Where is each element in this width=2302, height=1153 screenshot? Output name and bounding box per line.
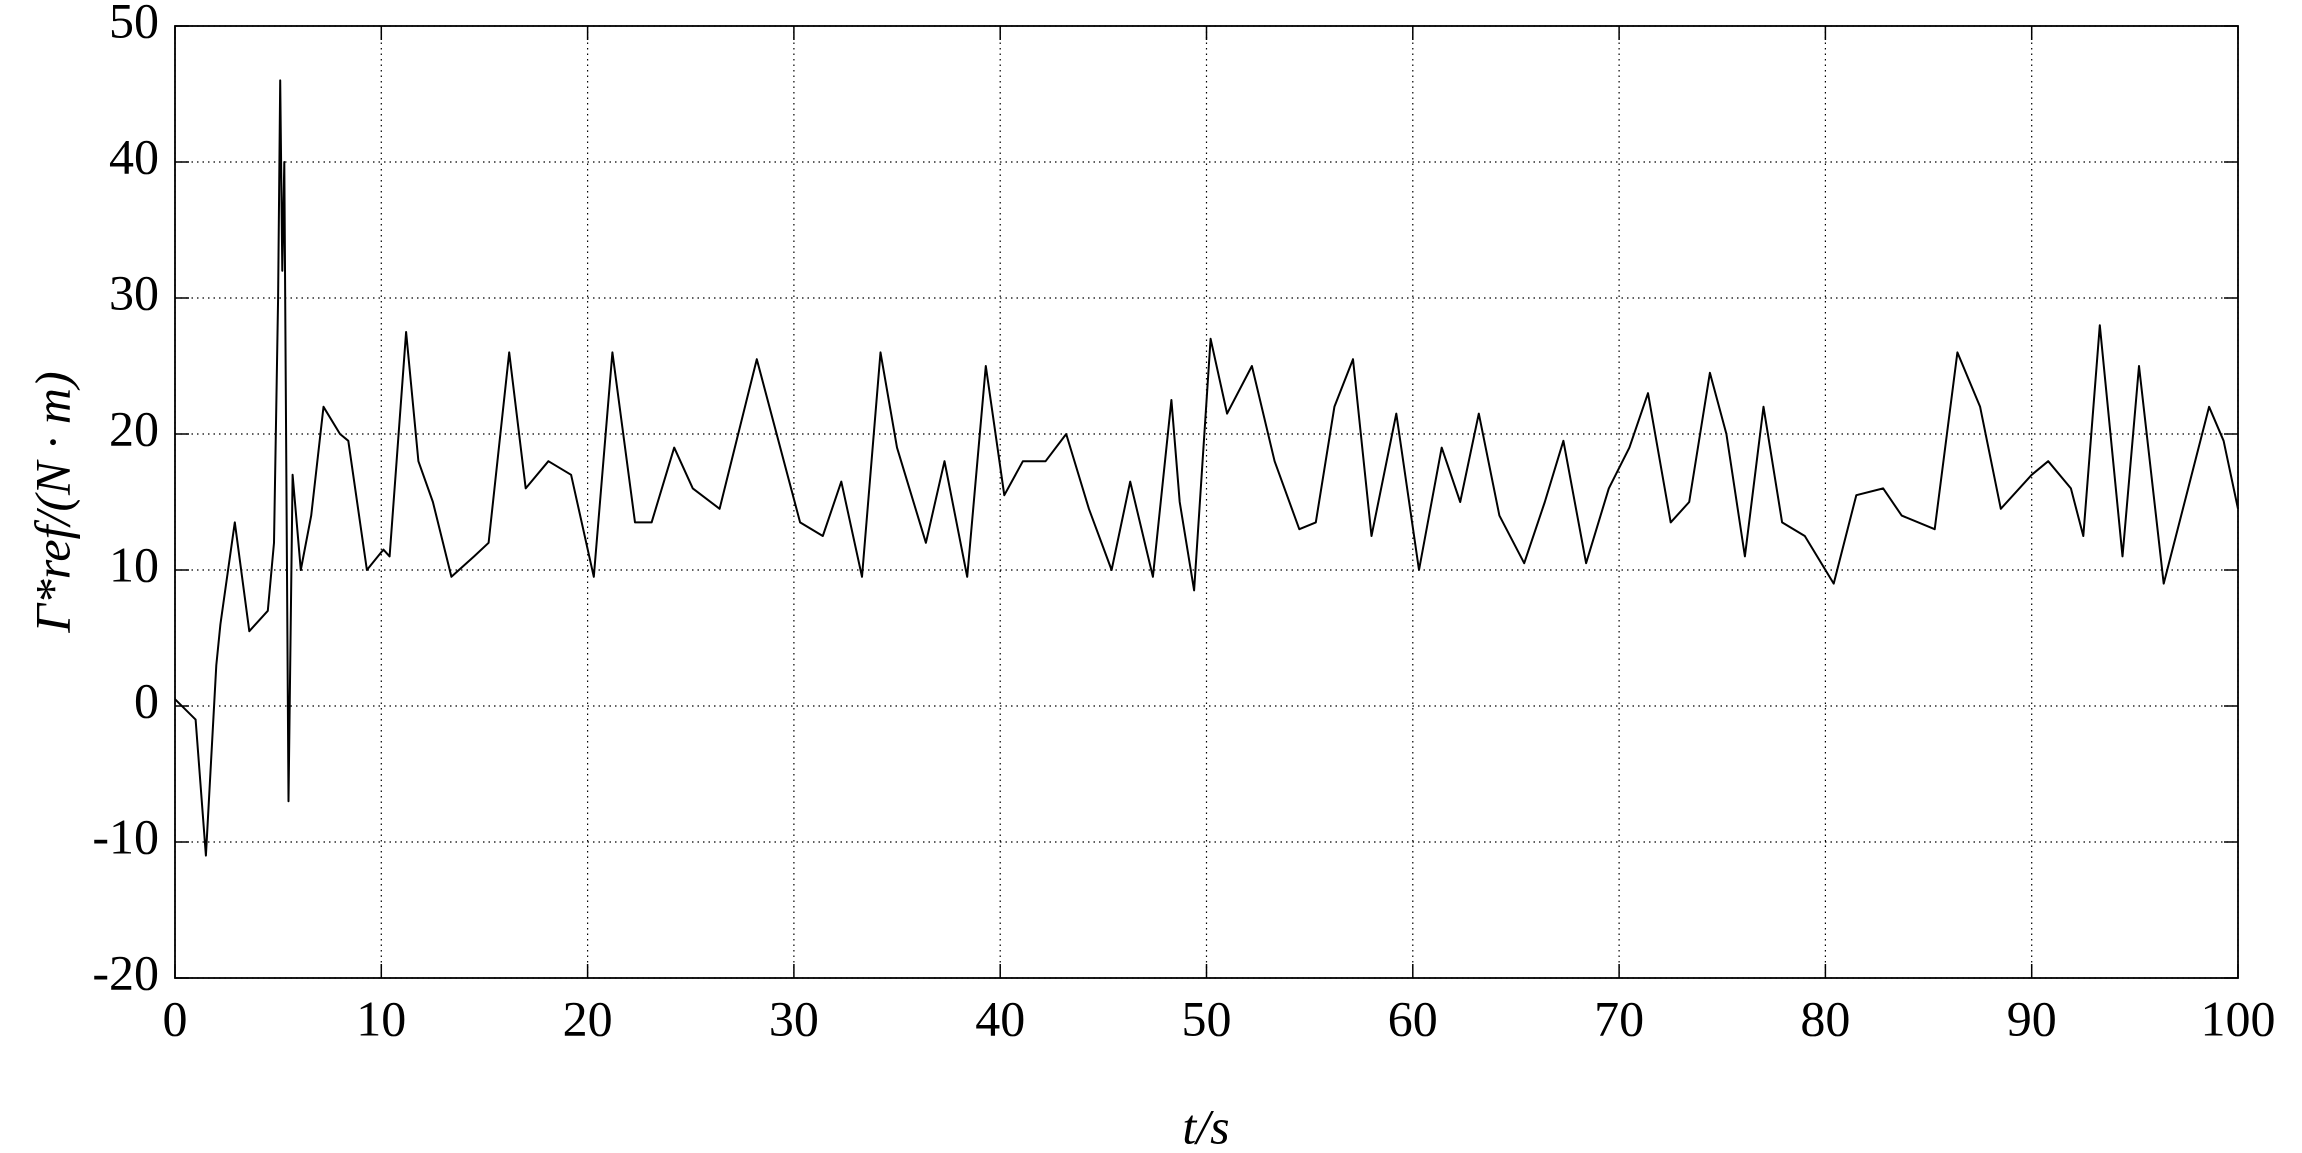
x-tick-label: 10 (356, 990, 406, 1046)
y-tick-label: 0 (134, 672, 159, 728)
x-tick-label: 40 (975, 990, 1025, 1046)
x-axis-label: t/s (1182, 1098, 1229, 1153)
x-tick-label: 0 (163, 990, 188, 1046)
x-tick-label: 90 (2007, 990, 2057, 1046)
x-tick-label: 60 (1388, 990, 1438, 1046)
y-tick-label: 50 (109, 0, 159, 48)
x-tick-label: 50 (1182, 990, 1232, 1046)
x-tick-label: 30 (769, 990, 819, 1046)
x-tick-label: 100 (2201, 990, 2276, 1046)
y-tick-label: -20 (92, 944, 159, 1000)
plot-frame (174, 25, 2239, 979)
y-tick-label: 30 (109, 264, 159, 320)
x-tick-label: 70 (1594, 990, 1644, 1046)
x-tick-label: 20 (563, 990, 613, 1046)
data-line (174, 79, 2239, 857)
x-tick-label: 80 (1800, 990, 1850, 1046)
y-tick-label: -10 (92, 808, 159, 864)
y-tick-label: 10 (109, 536, 159, 592)
y-tick-label: 20 (109, 400, 159, 456)
y-tick-label: 40 (109, 128, 159, 184)
y-axis-label: Γ*ref/(N · m) (24, 371, 80, 633)
